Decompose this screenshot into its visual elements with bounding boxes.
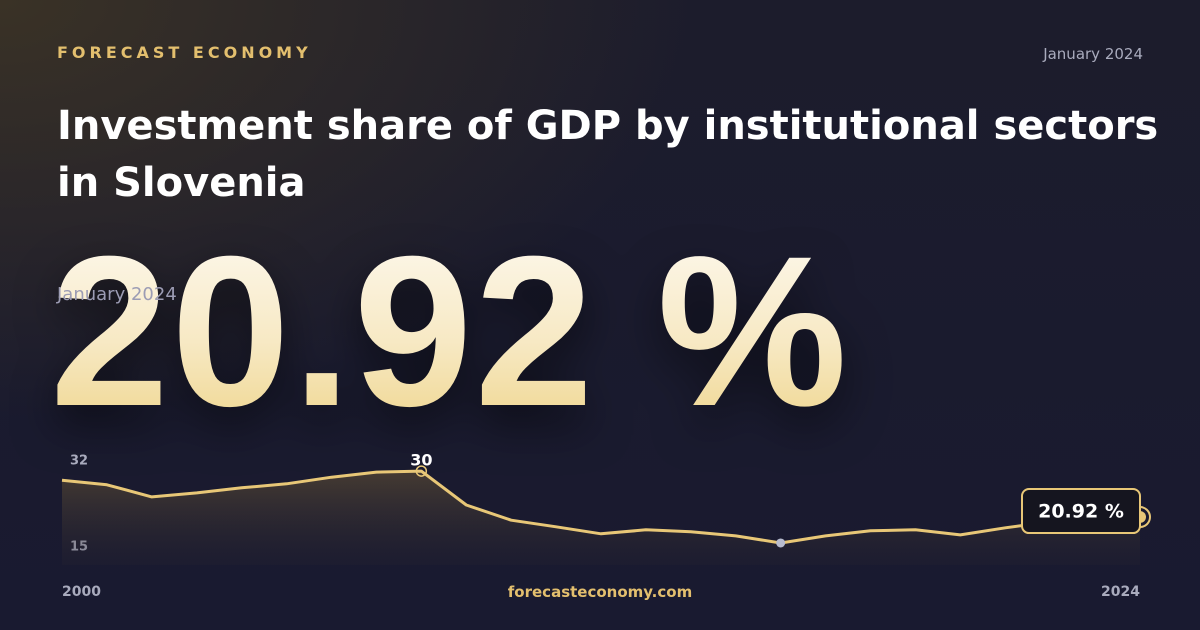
end-label-box — [1021, 488, 1141, 535]
peak-label: 30 — [410, 451, 432, 470]
title: Investment share of GDP by institutional… — [57, 103, 1159, 206]
area — [62, 471, 1140, 565]
peak-marker — [415, 465, 428, 477]
footer: forecasteconomy.com — [507, 583, 693, 601]
x-tick-label: 2024 — [1101, 584, 1140, 600]
y-tick-label: 32 — [70, 454, 88, 469]
date: January 2024 — [1043, 45, 1143, 63]
line — [61, 469, 1141, 545]
headline-value: 20.92 % — [50, 212, 850, 451]
brand: FORECAST ECONOMY — [57, 43, 312, 62]
min-marker — [776, 538, 786, 548]
end-label: 20.92 % — [1038, 501, 1124, 523]
x-tick-label: 2000 — [62, 584, 101, 600]
headline-date: January 2024 — [57, 284, 177, 305]
